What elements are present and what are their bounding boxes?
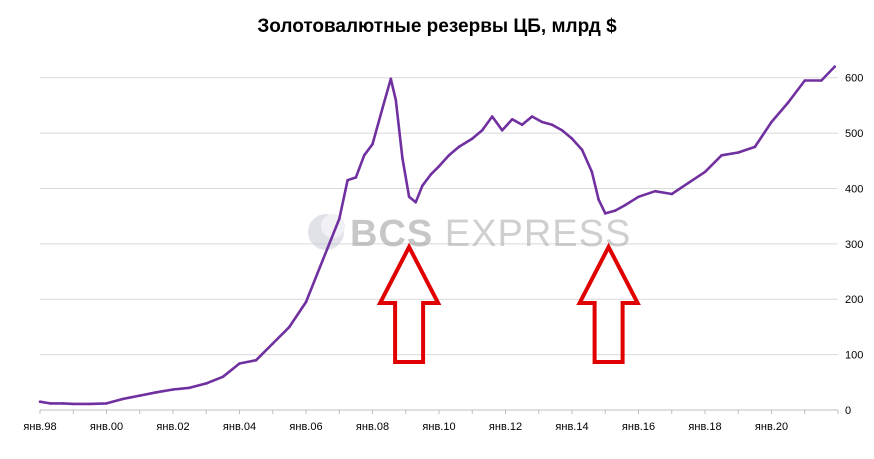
data-point <box>346 178 349 182</box>
data-point <box>48 402 52 405</box>
data-point <box>338 217 341 221</box>
x-tick-label: янв.10 <box>422 421 455 433</box>
watermark-light-text: EXPRESS <box>433 213 631 255</box>
data-point <box>155 391 158 394</box>
data-point <box>401 156 404 160</box>
data-point <box>637 195 640 199</box>
data-point <box>321 259 324 262</box>
data-point <box>62 402 65 405</box>
arrows <box>376 242 641 364</box>
data-point <box>480 129 484 132</box>
data-point <box>687 181 690 185</box>
data-point <box>623 203 627 207</box>
grid-lines <box>40 77 838 356</box>
data-point <box>500 129 504 132</box>
data-point <box>613 209 617 212</box>
data-point <box>786 101 790 104</box>
data-point <box>429 173 433 176</box>
data-point <box>447 154 451 157</box>
data-point <box>570 137 574 140</box>
data-point <box>138 394 142 397</box>
data-point <box>833 65 836 68</box>
data-point <box>121 397 125 401</box>
x-tick-label: янв.02 <box>156 421 189 433</box>
y-tick-label: 400 <box>845 183 863 195</box>
svg-text:BCS EXPRESS: BCS EXPRESS <box>350 213 631 255</box>
up-arrow <box>576 242 641 364</box>
y-tick-label: 200 <box>845 294 863 306</box>
x-tick-label: янв.18 <box>688 421 721 433</box>
chart-title: Золотовалютные резервы ЦБ, млрд $ <box>257 16 617 37</box>
up-arrow <box>376 242 442 364</box>
data-point <box>560 129 564 132</box>
data-point <box>770 120 773 124</box>
data-point <box>394 98 398 102</box>
data-point <box>437 165 441 168</box>
x-tick-label: янв.08 <box>356 421 389 433</box>
data-point <box>105 402 108 405</box>
data-point <box>457 145 461 149</box>
data-point <box>205 382 208 385</box>
bcs-express-watermark: BCS EXPRESS <box>308 213 631 255</box>
y-tick-label: 600 <box>845 73 863 85</box>
data-point <box>354 176 358 179</box>
data-point <box>88 402 92 406</box>
data-point <box>304 300 308 304</box>
data-point <box>362 154 366 157</box>
data-point <box>238 362 241 365</box>
data-point <box>510 118 514 121</box>
data-point <box>550 123 554 127</box>
data-point <box>520 123 524 127</box>
y-tick-label: 0 <box>845 405 851 417</box>
data-point <box>490 115 494 118</box>
y-tick-label: 100 <box>845 350 863 362</box>
data-point <box>381 106 384 110</box>
data-point <box>670 192 674 196</box>
data-point <box>604 212 607 215</box>
data-point <box>288 325 291 329</box>
data-point <box>371 142 374 146</box>
y-axis: 0 100 200 300 400 500 600 <box>845 73 863 417</box>
y-tick-label: 300 <box>845 239 863 251</box>
x-axis: янв.98 янв.00 янв.02 янв.04 янв.06 янв.08 янв.… <box>23 409 839 433</box>
x-tick-label: янв.14 <box>555 421 588 433</box>
data-point <box>271 342 275 345</box>
data-point <box>421 184 424 187</box>
data-point <box>597 198 600 201</box>
data-point <box>720 154 723 157</box>
data-point <box>221 375 225 379</box>
data-point <box>803 79 807 82</box>
data-point <box>580 148 584 151</box>
data-point <box>389 77 393 81</box>
data-point <box>188 386 191 390</box>
x-tick-label: янв.04 <box>223 421 256 433</box>
data-point <box>530 115 534 118</box>
data-points <box>38 65 836 406</box>
data-point <box>653 189 657 193</box>
x-tick-label: янв.20 <box>755 421 788 433</box>
watermark-bold-text: BCS <box>350 213 433 255</box>
data-point <box>414 201 418 204</box>
data-point <box>540 120 544 124</box>
y-tick-label: 500 <box>845 128 863 140</box>
data-point <box>38 400 42 404</box>
x-tick-label: янв.12 <box>489 421 522 433</box>
data-point <box>471 137 474 140</box>
data-point <box>254 358 258 362</box>
data-point <box>590 170 594 174</box>
x-tick-label: янв.16 <box>622 421 655 433</box>
data-point <box>407 195 411 199</box>
data-point <box>171 388 175 391</box>
data-point <box>753 145 757 149</box>
x-tick-label: янв.98 <box>23 421 56 433</box>
data-point <box>72 402 75 406</box>
data-point <box>703 170 707 174</box>
x-tick-label: янв.00 <box>90 421 123 433</box>
x-tick-label: янв.06 <box>289 421 322 433</box>
data-point <box>820 79 823 82</box>
data-point <box>737 151 740 154</box>
